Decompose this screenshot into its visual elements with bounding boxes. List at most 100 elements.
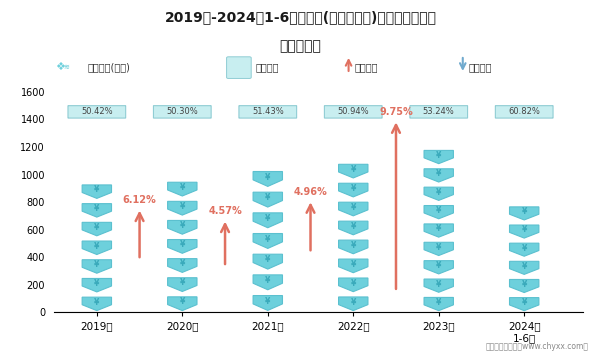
Text: ¥: ¥ (350, 279, 356, 288)
Text: 60.82%: 60.82% (508, 107, 540, 116)
Polygon shape (253, 171, 282, 186)
Polygon shape (424, 187, 453, 200)
Text: 同比增加: 同比增加 (355, 62, 378, 72)
Polygon shape (82, 241, 112, 255)
Text: ¥: ¥ (350, 297, 356, 307)
Polygon shape (253, 275, 282, 290)
Text: ¥: ¥ (94, 223, 100, 232)
Text: ¥: ¥ (436, 188, 441, 197)
Text: ¥: ¥ (350, 241, 356, 250)
Text: ❖: ❖ (55, 62, 65, 72)
Polygon shape (424, 261, 453, 274)
Polygon shape (510, 261, 539, 274)
Text: ¥: ¥ (94, 260, 100, 269)
Text: ¥: ¥ (522, 244, 527, 252)
FancyBboxPatch shape (68, 106, 126, 118)
Polygon shape (424, 242, 453, 256)
Polygon shape (338, 297, 368, 311)
Text: ¥: ¥ (350, 165, 356, 174)
Polygon shape (424, 224, 453, 237)
Polygon shape (168, 240, 197, 253)
Text: ¥: ¥ (265, 276, 270, 285)
Text: ¥: ¥ (436, 224, 441, 233)
Text: 6.12%: 6.12% (123, 195, 156, 205)
Polygon shape (82, 278, 112, 292)
Polygon shape (338, 202, 368, 216)
Text: 50.42%: 50.42% (81, 107, 112, 116)
Polygon shape (424, 169, 453, 182)
Polygon shape (510, 225, 539, 238)
Text: ¥: ¥ (180, 202, 185, 211)
Text: 53.24%: 53.24% (423, 107, 454, 116)
Text: ¥: ¥ (94, 204, 100, 213)
Polygon shape (253, 192, 282, 207)
Text: 51.43%: 51.43% (252, 107, 284, 116)
Text: 9.75%: 9.75% (379, 107, 413, 117)
Polygon shape (424, 151, 453, 164)
Text: 2019年-2024年1-6月福建省(不含厦门市)累计原保险保费: 2019年-2024年1-6月福建省(不含厦门市)累计原保险保费 (165, 11, 436, 24)
Polygon shape (338, 240, 368, 254)
FancyBboxPatch shape (239, 106, 297, 118)
Text: ¥: ¥ (265, 297, 270, 306)
FancyBboxPatch shape (495, 106, 553, 118)
Text: ¥: ¥ (180, 221, 185, 230)
Polygon shape (338, 164, 368, 178)
Text: 50.30%: 50.30% (166, 107, 198, 116)
Text: ¥: ¥ (350, 184, 356, 193)
Polygon shape (253, 254, 282, 269)
FancyBboxPatch shape (410, 106, 468, 118)
Text: 50.94%: 50.94% (337, 107, 369, 116)
Text: ¥: ¥ (265, 214, 270, 223)
Polygon shape (168, 182, 197, 196)
Polygon shape (168, 297, 197, 311)
Polygon shape (510, 297, 539, 311)
Polygon shape (253, 296, 282, 310)
FancyBboxPatch shape (325, 106, 382, 118)
Text: ¥: ¥ (180, 240, 185, 249)
Polygon shape (82, 297, 112, 311)
Text: ¥: ¥ (94, 185, 100, 195)
Polygon shape (510, 279, 539, 293)
Polygon shape (82, 222, 112, 236)
Text: ¥: ¥ (436, 151, 441, 160)
Text: 同比减少: 同比减少 (469, 62, 492, 72)
Polygon shape (424, 206, 453, 219)
Polygon shape (510, 207, 539, 220)
Text: ≋: ≋ (63, 65, 69, 70)
Polygon shape (424, 279, 453, 292)
Text: 寿险占比: 寿险占比 (255, 62, 279, 72)
Polygon shape (424, 297, 453, 311)
Polygon shape (82, 260, 112, 273)
Text: ¥: ¥ (522, 298, 527, 307)
Polygon shape (168, 278, 197, 291)
Text: 制图：智研咨询（www.chyxx.com）: 制图：智研咨询（www.chyxx.com） (486, 343, 589, 351)
Text: ¥: ¥ (350, 222, 356, 231)
Text: ¥: ¥ (350, 260, 356, 269)
Text: ¥: ¥ (180, 278, 185, 288)
Polygon shape (338, 278, 368, 292)
Polygon shape (510, 243, 539, 256)
Text: ¥: ¥ (265, 235, 270, 244)
Polygon shape (168, 220, 197, 234)
Text: ¥: ¥ (350, 203, 356, 212)
Text: ¥: ¥ (436, 243, 441, 252)
Text: ¥: ¥ (522, 262, 527, 271)
Text: ¥: ¥ (522, 207, 527, 216)
Text: ¥: ¥ (436, 279, 441, 289)
Polygon shape (253, 213, 282, 228)
Polygon shape (338, 183, 368, 197)
Text: 累计保费(亿元): 累计保费(亿元) (87, 62, 130, 72)
Text: ¥: ¥ (436, 261, 441, 270)
Text: 4.96%: 4.96% (294, 187, 328, 197)
Text: ¥: ¥ (265, 193, 270, 202)
Polygon shape (338, 221, 368, 235)
Text: 4.57%: 4.57% (208, 206, 242, 216)
Text: 收入统计图: 收入统计图 (279, 39, 322, 53)
Text: ¥: ¥ (522, 280, 527, 289)
Text: ¥: ¥ (522, 225, 527, 234)
Polygon shape (168, 201, 197, 215)
Text: ¥: ¥ (436, 298, 441, 307)
Text: ¥: ¥ (180, 297, 185, 306)
Text: ¥: ¥ (180, 183, 185, 192)
Text: ¥: ¥ (436, 169, 441, 178)
